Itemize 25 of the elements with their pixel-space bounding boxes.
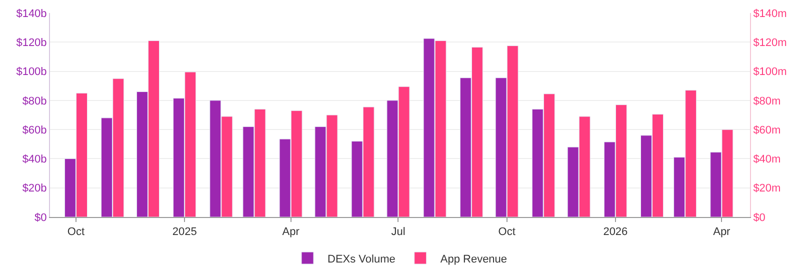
y2-tick-label: $120m — [753, 36, 787, 49]
y-tick-label: $100b — [16, 66, 47, 78]
x-tick-label: 2026 — [603, 226, 628, 238]
y2-tick-label: $20m — [753, 182, 781, 195]
y2-tick-label: $40m — [753, 154, 781, 166]
y-tick-label: $60b — [22, 124, 47, 136]
y-tick-label: $120b — [16, 36, 47, 49]
y-tick-label: $140b — [16, 8, 47, 20]
y2-tick-label: $140m — [753, 8, 787, 20]
y-tick-label: $20b — [22, 182, 47, 195]
y-tick-label: $80b — [22, 95, 47, 108]
x-tick-label: 2025 — [172, 226, 197, 238]
y2-tick-label: $60m — [753, 124, 781, 136]
x-tick-label: Oct — [498, 226, 516, 238]
x-tick-label: Oct — [67, 226, 85, 238]
y2-tick-label: $80m — [753, 95, 781, 108]
y-tick-label: $40b — [22, 154, 47, 166]
legend-label: DEXs Volume — [328, 253, 396, 266]
y-tick-label: $0 — [34, 212, 47, 224]
y2-tick-label: $100m — [753, 66, 787, 78]
legend-label: App Revenue — [440, 253, 508, 266]
x-tick-label: Apr — [713, 226, 731, 238]
x-tick-label: Jul — [391, 226, 406, 238]
y2-tick-label: $0 — [753, 212, 766, 224]
x-tick-label: Apr — [282, 226, 300, 238]
